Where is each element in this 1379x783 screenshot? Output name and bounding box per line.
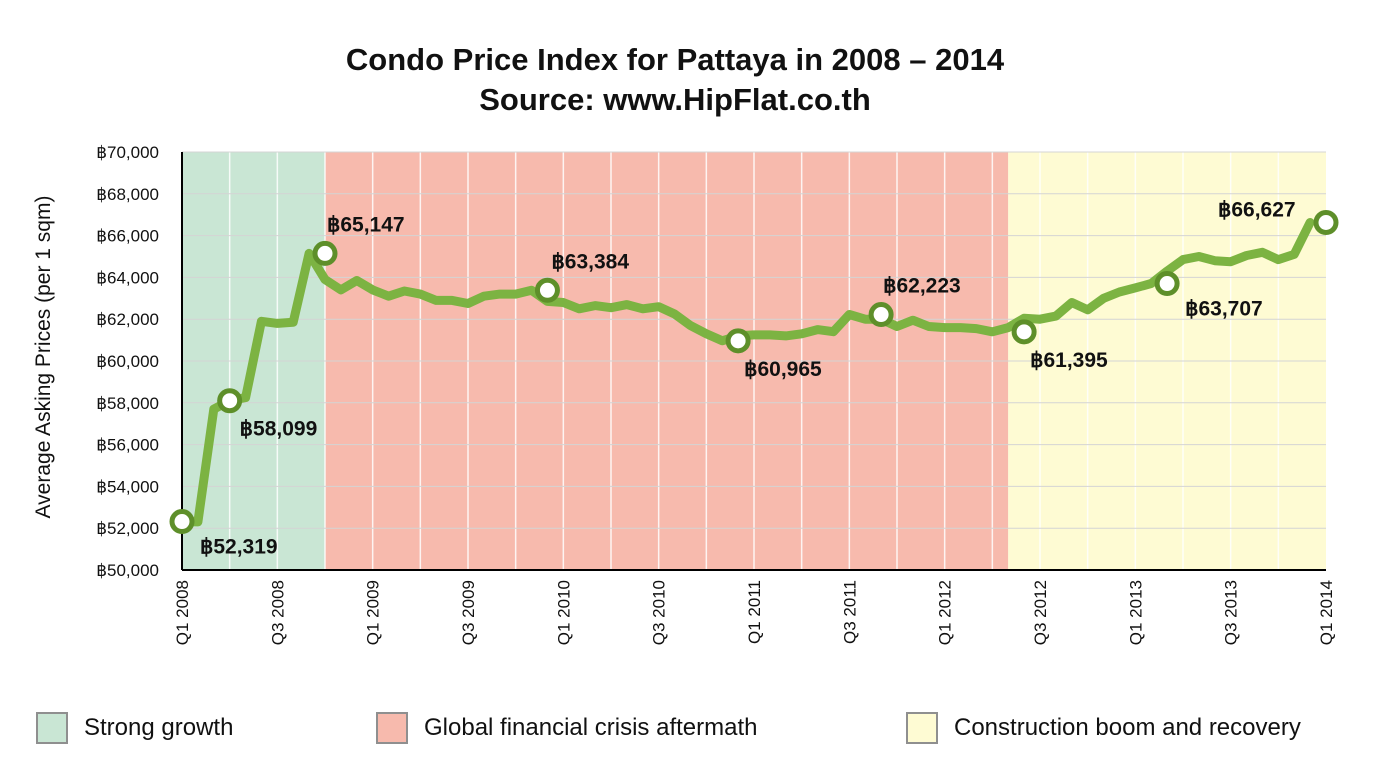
- x-tick-label: Q3 2012: [1031, 580, 1050, 645]
- data-point-marker: [1011, 319, 1037, 345]
- x-tick-label: Q3 2011: [840, 580, 859, 644]
- data-point-marker: [169, 509, 195, 535]
- data-label: ฿66,627: [1218, 198, 1296, 221]
- legend-swatch-recovery: [906, 712, 938, 744]
- y-tick-label: ฿68,000: [96, 185, 159, 204]
- chart-title-line1: Condo Price Index for Pattaya in 2008 – …: [345, 42, 1005, 77]
- data-label: ฿65,147: [327, 213, 405, 236]
- data-label: ฿60,965: [744, 358, 822, 381]
- legend-swatch-strong-growth: [36, 712, 68, 744]
- axes: ฿50,000 ฿52,000 ฿54,000 ฿56,000 ฿58,000 ฿60,0…: [32, 143, 1336, 645]
- y-tick-label: ฿58,000: [96, 394, 159, 413]
- data-label: ฿63,707: [1185, 298, 1263, 321]
- chart-title: Condo Price Index for Pattaya in 2008 – …: [0, 40, 1350, 120]
- data-point-marker: [1154, 271, 1180, 297]
- x-tick-label: Q1 2011: [745, 580, 764, 644]
- x-tick-label: Q1 2010: [554, 580, 573, 645]
- data-label: ฿61,395: [1030, 349, 1108, 372]
- legend-label-crisis: Global financial crisis aftermath: [424, 714, 758, 741]
- y-tick-label: ฿64,000: [96, 268, 159, 287]
- data-point-marker: [217, 388, 243, 414]
- x-tick-label: Q3 2009: [459, 580, 478, 645]
- data-point-marker: [868, 302, 894, 328]
- x-tick-label: Q1 2012: [936, 580, 955, 645]
- y-tick-label: ฿50,000: [96, 561, 159, 580]
- data-point-marker: [725, 328, 751, 354]
- x-tick-label: Q3 2008: [268, 580, 287, 645]
- legend-item-recovery: Construction boom and recovery: [906, 708, 1301, 748]
- y-tick-label: ฿70,000: [96, 143, 159, 162]
- legend-item-strong-growth: Strong growth: [36, 708, 233, 748]
- data-labels: ฿52,319 ฿58,099 ฿65,147 ฿63,384 ฿60,965 ฿62,2…: [200, 198, 1296, 558]
- markers: [169, 209, 1339, 535]
- legend-label-strong-growth: Strong growth: [84, 714, 234, 741]
- data-point-marker: [312, 240, 338, 266]
- legend-item-crisis: Global financial crisis aftermath: [376, 708, 757, 748]
- x-tick-label: Q1 2013: [1126, 580, 1145, 645]
- x-tick-label: Q1 2008: [173, 580, 192, 645]
- y-tick-label: ฿52,000: [96, 519, 159, 538]
- y-tick-label: ฿60,000: [96, 352, 159, 371]
- data-point-marker: [534, 277, 560, 303]
- data-label: ฿58,099: [240, 418, 318, 441]
- data-label: ฿63,384: [551, 250, 629, 273]
- gridlines: [182, 151, 1326, 570]
- x-tick-label: Q3 2013: [1222, 580, 1241, 645]
- x-tick-label: Q1 2009: [364, 580, 383, 645]
- legend-label-recovery: Construction boom and recovery: [954, 714, 1301, 741]
- legend-swatch-crisis: [376, 712, 408, 744]
- data-label: ฿52,319: [200, 536, 278, 559]
- y-tick-label: ฿66,000: [96, 227, 159, 246]
- x-tick-label: Q3 2010: [650, 580, 669, 645]
- y-axis-label: Average Asking Prices (per 1 sqm): [32, 196, 55, 519]
- chart-title-line2: Source: www.HipFlat.co.th: [479, 82, 871, 117]
- data-point-marker: [1313, 209, 1339, 235]
- y-tick-label: ฿62,000: [96, 310, 159, 329]
- x-tick-label: Q1 2014: [1317, 580, 1336, 645]
- data-label: ฿62,223: [883, 275, 961, 298]
- y-tick-label: ฿56,000: [96, 436, 159, 455]
- y-tick-label: ฿54,000: [96, 477, 159, 496]
